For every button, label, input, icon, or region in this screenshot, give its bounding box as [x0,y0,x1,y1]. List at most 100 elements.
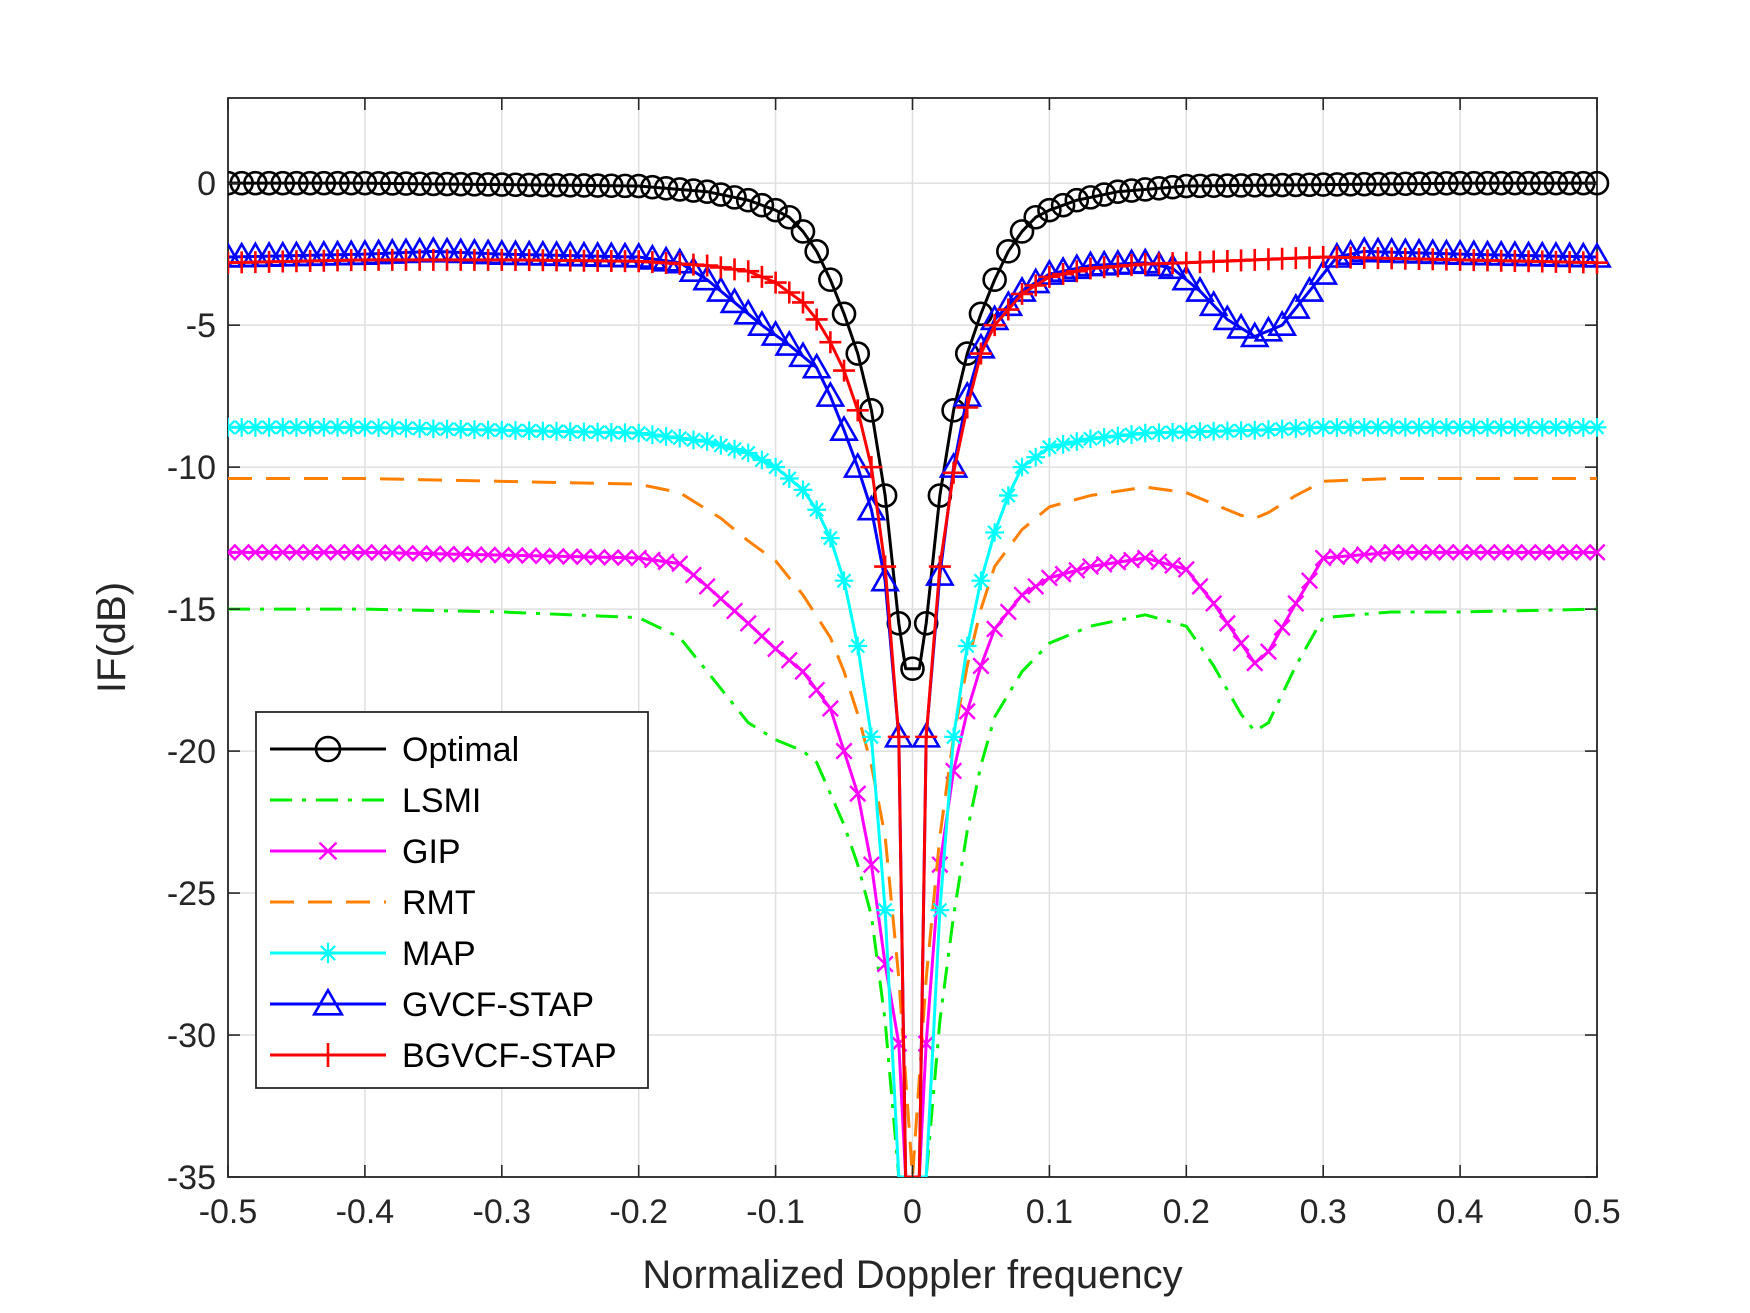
series-marker-optimal [982,267,1007,293]
series-marker-map [1354,418,1374,437]
legend-marker-map [317,942,339,964]
series-marker-gip [1177,560,1195,578]
series-marker-map [465,420,484,440]
series-marker-bgvcf-stap [819,331,842,354]
series-marker-optimal [1009,219,1035,244]
series-marker-map [396,418,416,438]
series-marker-map [807,500,827,520]
legend-item-gip: GIP [270,833,461,871]
series-marker-gip [876,955,894,973]
series-marker-gvcf-stap [815,380,846,407]
series-marker-map [1190,422,1210,441]
series-marker-bgvcf-stap [1038,265,1061,288]
series-marker-map [875,900,895,920]
series-marker-gip [438,545,456,563]
series-marker-gip [1122,551,1141,569]
series-marker-optimal [599,173,624,199]
series-marker-gvcf-stap [842,451,873,478]
series-marker-bgvcf-stap [723,258,746,281]
series-marker-gip [1355,546,1373,564]
series-marker-gvcf-stap [1253,315,1284,342]
series-marker-gvcf-stap [1226,312,1256,339]
series-marker-bgvcf-stap [997,298,1020,321]
series-marker-map [519,421,539,441]
series-marker-gip [725,602,744,620]
series-marker-map [506,421,525,440]
series-marker-map [971,571,991,591]
series-marker-optimal [1502,170,1528,196]
series-marker-gip [616,549,634,567]
series-marker-map [533,421,553,441]
series-marker-optimal [434,171,460,197]
series-marker-bgvcf-stap [764,271,787,294]
series-marker-gip [1150,553,1168,571]
series-marker-map [670,428,690,448]
series-marker-gip [383,544,401,562]
series-marker-optimal [1529,170,1555,196]
series-marker-map [752,450,772,470]
series-marker-optimal [284,170,309,196]
series-marker-optimal [996,239,1021,264]
series-marker-gvcf-stap [747,309,777,336]
x-tick-label: 0.5 [1573,1193,1620,1231]
series-marker-optimal [1091,182,1117,207]
series-marker-gip [1342,547,1360,565]
series-marker-map [862,727,881,747]
series-marker-gip [287,543,305,561]
legend: Optimal LSMI GIP RMT MAP GVCF-STAP BGVCF-STAP [255,711,649,1089]
series-marker-gip [1533,543,1551,561]
series-marker-optimal [763,197,788,223]
series-marker-map [643,425,662,445]
series-marker-optimal [1119,178,1144,203]
legend-marker-gvcf-stap [311,987,345,1016]
series-marker-optimal [1488,170,1514,196]
series-marker-gip [424,545,442,563]
series-marker-gip [575,548,593,566]
series-marker-map [930,900,950,920]
series-marker-gvcf-stap [1280,292,1311,319]
series-marker-gip [452,545,470,563]
series-marker-bgvcf-stap [833,359,856,382]
series-marker-gvcf-stap [829,414,859,442]
series-marker-map [1464,418,1484,437]
series-marker-gip [1027,577,1045,595]
series-marker-optimal [325,170,350,196]
series-marker-gip [246,543,264,561]
series-marker-optimal [270,170,296,196]
series-marker-map [1040,437,1059,457]
y-tick-label: -15 [167,591,216,629]
series-marker-optimal [804,239,829,264]
series-marker-bgvcf-stap [1052,263,1075,286]
series-marker-map [1149,423,1169,443]
series-marker-gip [1314,549,1332,567]
series-marker-bgvcf-stap [1065,260,1088,283]
series-marker-map [1012,457,1032,477]
series-line-lsmi [228,607,1598,1177]
series-marker-optimal [1557,170,1582,196]
series-marker-optimal [1365,171,1391,197]
series-marker-optimal [311,170,337,196]
series-marker-optimal [489,172,515,197]
series-marker-optimal [667,177,693,202]
series-marker-optimal [1187,173,1213,199]
series-marker-gip [972,657,990,675]
series-marker-bgvcf-stap [928,555,951,578]
series-marker-optimal [1064,187,1090,213]
series-marker-map [793,480,813,500]
x-tick-label: 0.2 [1163,1193,1210,1231]
series-marker-map [779,469,799,488]
series-marker-map [287,418,306,437]
series-marker-map [725,439,744,459]
series-marker-optimal [1283,172,1309,198]
series-marker-gip [1437,543,1455,561]
y-tick-label: -20 [167,733,216,771]
legend-label-bgvcf-stap: BGVCF-STAP [402,1037,617,1075]
series-marker-gip [794,663,812,681]
series-marker-gip [561,548,579,566]
series-marker-gip [862,856,880,874]
series-marker-gip [1588,543,1606,561]
series-marker-optimal [776,204,802,230]
series-marker-optimal [1461,170,1487,196]
series-marker-map [369,418,388,438]
